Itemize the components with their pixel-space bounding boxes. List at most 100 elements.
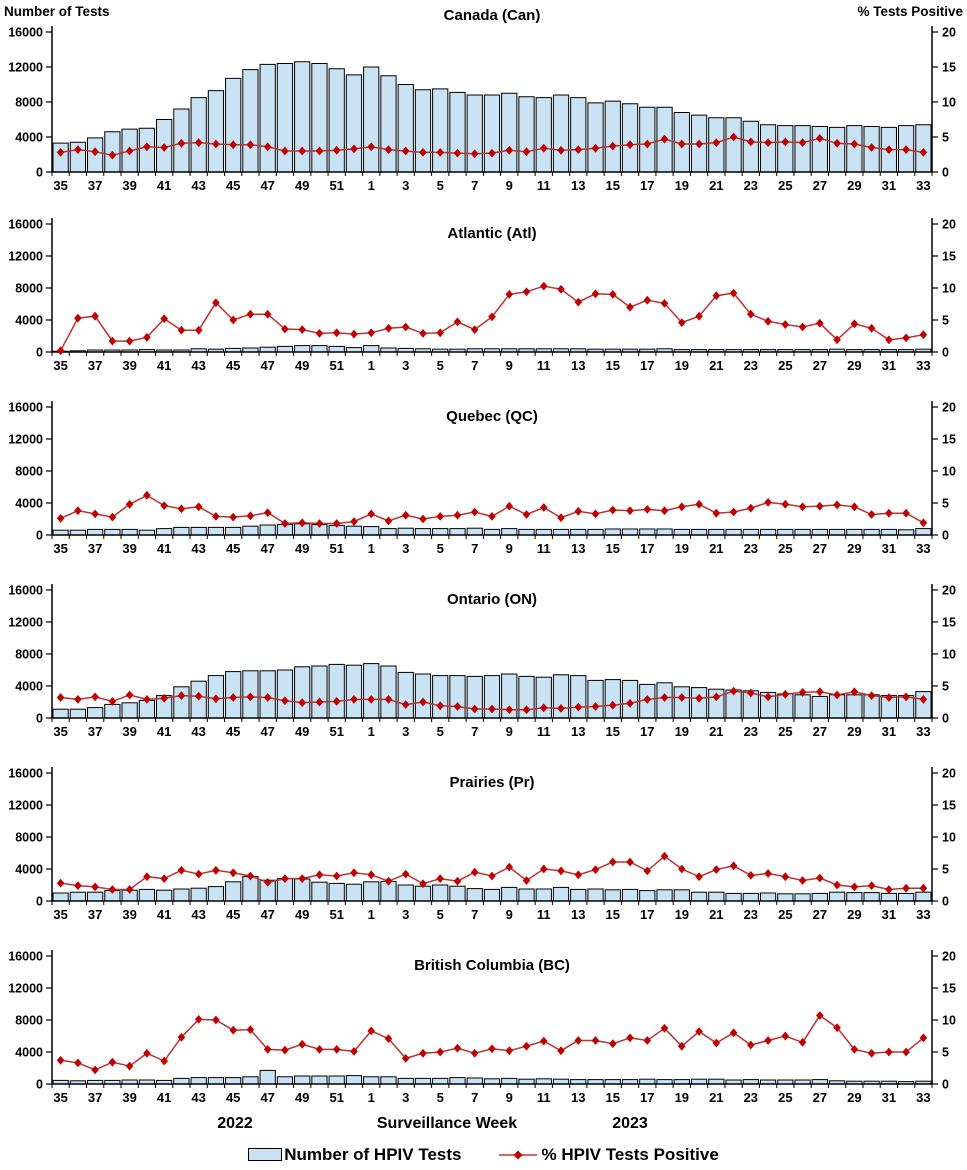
bar-week-4 <box>414 89 432 173</box>
pct-marker-week-9 <box>505 705 514 715</box>
pct-marker-week-39 <box>125 499 134 509</box>
bar-week-27 <box>811 528 828 536</box>
pct-marker-week-44 <box>212 694 220 704</box>
left-tick-label: 16000 <box>8 218 43 232</box>
week-tick-label: 39 <box>122 358 136 373</box>
right-tick-label: 20 <box>942 218 956 232</box>
pct-marker-week-6 <box>453 510 462 520</box>
pct-marker-week-43 <box>194 1015 203 1024</box>
pct-marker-week-13 <box>574 870 583 880</box>
pct-marker-week-18 <box>660 693 669 702</box>
pct-marker-week-23 <box>747 1040 755 1050</box>
pct-marker-week-46 <box>246 140 255 150</box>
week-tick-label: 27 <box>813 1090 827 1105</box>
pct-marker-week-6 <box>453 317 462 327</box>
pct-positive-series <box>56 281 928 356</box>
bar-week-13 <box>570 675 587 719</box>
pct-marker-week-36 <box>74 313 82 323</box>
pct-positive-series <box>56 851 928 894</box>
bar-week-1 <box>363 881 380 902</box>
bar-week-12 <box>552 886 570 902</box>
pct-marker-week-45 <box>229 512 237 522</box>
pct-marker-week-41 <box>160 693 168 703</box>
pct-marker-week-19 <box>678 864 686 874</box>
week-tick-label: 31 <box>882 541 896 556</box>
right-tick-label: 20 <box>942 950 956 964</box>
left-tick-label: 8000 <box>15 648 43 662</box>
week-tick-label: 29 <box>847 541 861 556</box>
legend-line-swatch <box>499 1150 538 1159</box>
bar-week-19 <box>673 889 690 902</box>
week-tick-label: 47 <box>260 358 274 373</box>
pct-marker-week-2 <box>384 145 393 154</box>
pct-marker-week-31 <box>885 335 893 345</box>
left-tick-label: 12000 <box>8 616 43 630</box>
pct-marker-week-27 <box>816 318 824 328</box>
pct-marker-week-12 <box>557 284 565 294</box>
pct-marker-week-1 <box>367 695 375 704</box>
pct-marker-week-46 <box>246 692 255 702</box>
week-tick-label: 39 <box>122 1090 136 1105</box>
bar-week-8 <box>483 1078 501 1085</box>
pct-marker-week-10 <box>522 705 531 715</box>
bar-week-22 <box>725 117 742 173</box>
pct-marker-week-36 <box>74 881 82 890</box>
week-tick-label: 27 <box>813 907 827 922</box>
bar-week-49 <box>294 666 311 719</box>
week-tick-label: 7 <box>471 907 478 922</box>
bar-week-37 <box>87 707 104 719</box>
bar-week-16 <box>621 528 639 536</box>
bar-week-52 <box>345 883 363 902</box>
bars-series <box>52 523 932 536</box>
pct-marker-week-5 <box>436 512 444 521</box>
left-tick-label: 4000 <box>15 131 43 145</box>
pct-marker-week-23 <box>747 309 755 319</box>
week-tick-label: 49 <box>295 1090 309 1105</box>
pct-marker-week-52 <box>350 517 358 526</box>
pct-marker-week-25 <box>781 1031 790 1041</box>
week-tick-label: 15 <box>606 724 620 739</box>
week-tick-label: 37 <box>88 358 102 373</box>
pct-marker-week-43 <box>194 138 203 147</box>
week-tick-label: 21 <box>709 178 723 193</box>
pct-marker-week-15 <box>609 857 617 867</box>
right-tick-label: 5 <box>942 863 949 877</box>
week-tick-label: 49 <box>295 178 309 193</box>
bar-week-28 <box>828 126 846 173</box>
pct-marker-week-12 <box>557 513 565 523</box>
bars-series <box>52 663 932 719</box>
week-tick-label: 47 <box>260 541 274 556</box>
pct-marker-week-21 <box>712 865 721 874</box>
pct-marker-week-42 <box>177 325 186 335</box>
pct-marker-week-48 <box>281 696 289 706</box>
week-tick-label: 21 <box>709 541 723 556</box>
week-tick-label: 21 <box>709 907 723 922</box>
bar-week-15 <box>604 100 621 173</box>
week-tick-label: 15 <box>606 907 620 922</box>
left-tick-label: 8000 <box>15 1014 43 1028</box>
bar-week-46 <box>242 1076 259 1085</box>
week-tick-label: 23 <box>744 724 758 739</box>
pct-marker-week-16 <box>626 506 634 516</box>
pct-marker-week-22 <box>729 132 738 142</box>
pct-marker-week-50 <box>315 1045 324 1054</box>
bar-week-33 <box>915 528 932 536</box>
bar-week-50 <box>311 881 328 902</box>
week-tick-label: 51 <box>329 1090 343 1105</box>
pct-marker-week-45 <box>229 1025 237 1035</box>
right-tick-label: 20 <box>942 584 956 598</box>
week-tick-label: 3 <box>402 358 409 373</box>
bar-week-11 <box>535 528 552 536</box>
pct-marker-week-40 <box>143 332 151 342</box>
pct-marker-week-25 <box>781 137 790 147</box>
week-tick-label: 13 <box>571 358 585 373</box>
pct-marker-week-17 <box>643 139 652 149</box>
pct-marker-week-9 <box>505 501 514 511</box>
pct-marker-week-15 <box>609 1039 617 1049</box>
bar-week-40 <box>138 888 156 902</box>
week-tick-label: 13 <box>571 1090 585 1105</box>
week-tick-label: 33 <box>916 178 930 193</box>
bar-week-47 <box>259 1069 276 1085</box>
